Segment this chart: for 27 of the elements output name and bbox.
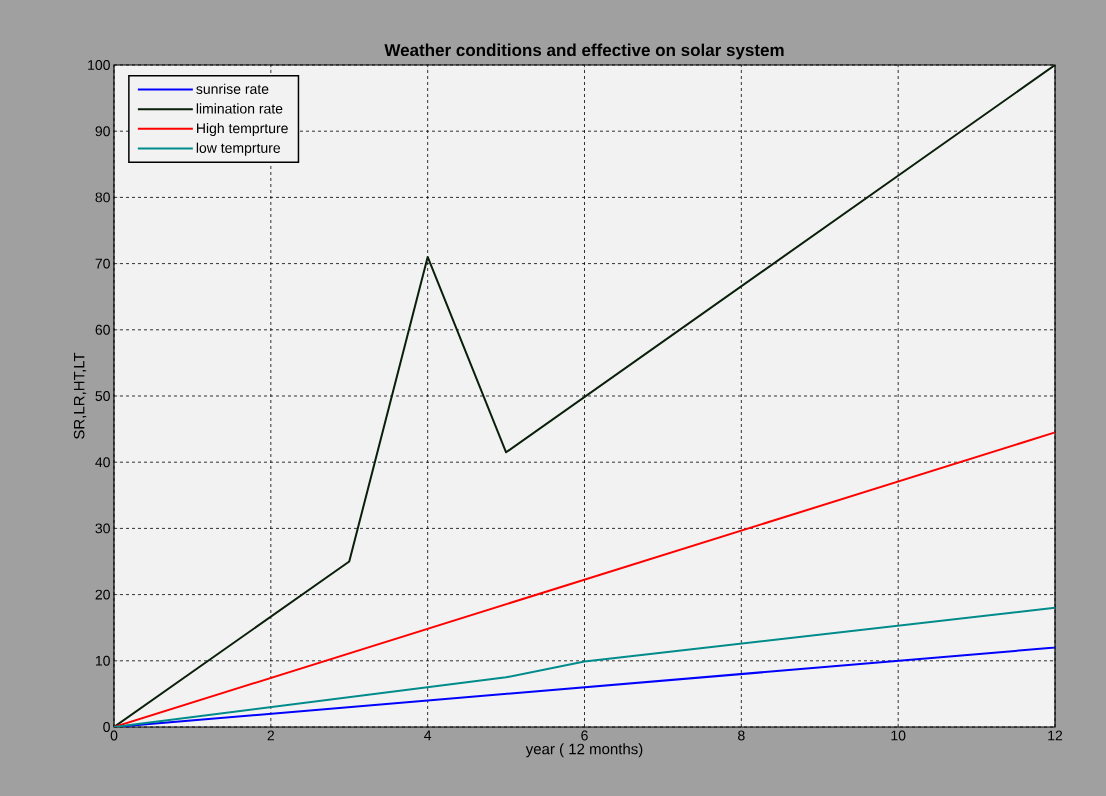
x-tick-label: 0 xyxy=(110,730,118,741)
y-tick-label: 70 xyxy=(95,258,110,269)
x-tick-label: 2 xyxy=(267,730,275,741)
y-tick-label: 90 xyxy=(95,126,110,137)
chart-title: Weather conditions and effective on solar system xyxy=(384,43,784,60)
legend-label: sunrise rate xyxy=(196,83,269,94)
line-series xyxy=(114,65,1056,727)
line-series xyxy=(114,606,1056,727)
x-tick-label: 10 xyxy=(891,730,906,741)
y-axis-title: SR,LR,HT,LT xyxy=(73,352,87,439)
legend-label: limination rate xyxy=(196,103,283,114)
x-tick-label: 12 xyxy=(1048,730,1063,741)
y-tick-label: 30 xyxy=(95,523,110,534)
legend-label: High temprture xyxy=(197,122,288,137)
y-tick-label: 80 xyxy=(95,192,110,203)
legend-label: low temprture xyxy=(196,142,281,156)
x-tick-label: 6 xyxy=(581,730,588,741)
y-tick-label: 60 xyxy=(95,324,110,335)
x-axis-title: year ( 12 months) xyxy=(525,743,643,758)
x-tick-label: 8 xyxy=(738,730,745,741)
y-tick-label: 10 xyxy=(95,655,110,666)
y-tick-label: 40 xyxy=(95,457,110,468)
y-tick-label: 20 xyxy=(95,589,110,600)
y-tick-label: 50 xyxy=(95,391,110,401)
y-tick-label: 100 xyxy=(88,60,110,70)
x-tick-label: 4 xyxy=(424,730,432,741)
y-tick-label: 0 xyxy=(103,722,110,732)
